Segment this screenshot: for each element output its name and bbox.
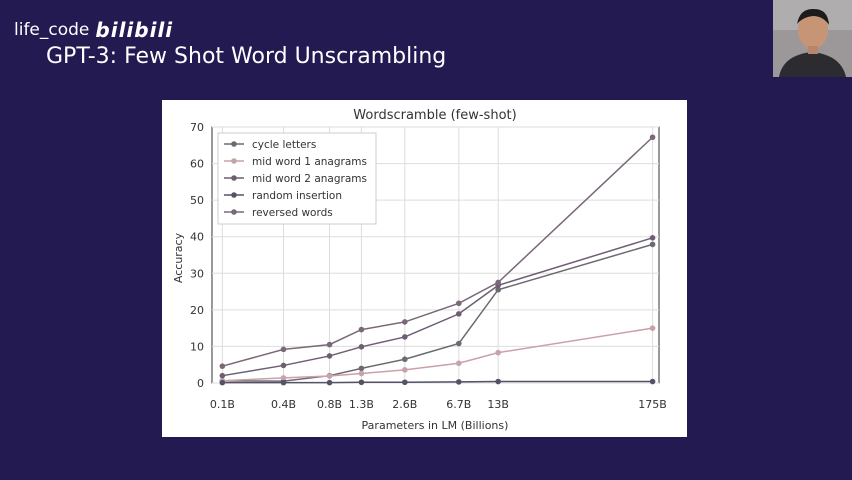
y-tick-label: 30: [190, 267, 204, 280]
chart-title: Wordscramble (few-shot): [353, 108, 516, 123]
series-line: [222, 327, 653, 382]
data-point: [456, 311, 462, 317]
y-tick-label: 0: [197, 377, 204, 390]
data-point: [280, 379, 287, 386]
data-point: [649, 378, 656, 385]
data-point: [219, 379, 226, 386]
legend-label: mid word 2 anagrams: [252, 173, 367, 185]
series-line: [222, 237, 653, 377]
data-point: [456, 340, 462, 347]
data-point: [219, 372, 226, 379]
wordscramble-chart: 0 10 20 30 40 50 60 70 0.1B 0.4B 0.8B 1.3B 2.6B 6.7B…: [172, 108, 667, 432]
y-tick-labels: 0 10 20 30 40 50 60 70: [190, 121, 204, 390]
data-point: [402, 319, 408, 325]
data-point: [326, 341, 333, 348]
data-point: [495, 286, 501, 293]
data-point: [495, 279, 501, 286]
watermark: life_code bilibili: [14, 18, 173, 42]
gridlines: [212, 126, 659, 384]
x-tick-label: 0.1B: [210, 398, 235, 411]
data-point: [495, 378, 501, 385]
data-point: [219, 363, 226, 369]
legend-label: mid word 1 anagrams: [252, 156, 367, 168]
legend-box: [217, 132, 377, 225]
legend-label: random insertion: [252, 190, 342, 202]
series-reversed-words: [219, 134, 656, 369]
legend-label: cycle letters: [252, 139, 316, 151]
data-point: [280, 346, 287, 353]
data-point: [358, 365, 365, 372]
data-point: [358, 326, 365, 333]
watermark-user: life_code: [14, 20, 90, 40]
data-point: [326, 379, 333, 386]
data-point: [358, 379, 365, 386]
data-point: [456, 300, 462, 307]
y-tick-label: 50: [190, 194, 204, 207]
data-point: [358, 343, 365, 350]
data-point: [402, 367, 408, 373]
legend: cycle letters mid word 1 anagrams mid word…: [217, 132, 377, 225]
legend-marker: [231, 209, 237, 215]
y-tick-label: 40: [190, 231, 204, 244]
y-tick-label: 10: [190, 340, 204, 353]
series-lines: [219, 134, 656, 386]
data-point: [649, 134, 656, 141]
series-line: [222, 136, 654, 367]
data-point: [280, 362, 287, 369]
presenter-webcam: [773, 0, 852, 77]
x-tick-label: 2.6B: [392, 398, 417, 411]
y-tick-label: 60: [190, 158, 204, 171]
y-tick-label: 70: [190, 121, 204, 134]
series-line: [222, 243, 653, 382]
x-tick-label: 175B: [638, 398, 667, 411]
data-point: [495, 349, 501, 356]
x-tick-label: 13B: [487, 398, 509, 411]
series-random-insertion: [219, 378, 656, 386]
data-point: [326, 353, 333, 359]
data-point: [280, 375, 287, 381]
legend-label: reversed words: [252, 207, 333, 219]
x-tick-labels: 0.1B 0.4B 0.8B 1.3B 2.6B 6.7B 13B 175B: [210, 398, 667, 411]
x-tick-label: 6.7B: [446, 398, 471, 411]
y-tick-label: 20: [190, 304, 204, 317]
x-tick-label: 1.3B: [349, 398, 374, 411]
data-point: [649, 325, 656, 331]
data-point: [402, 379, 408, 386]
data-point: [649, 241, 656, 248]
legend-marker: [231, 158, 237, 164]
bilibili-logo: bilibili: [95, 18, 174, 42]
data-point: [326, 373, 333, 379]
chart-panel: 0 10 20 30 40 50 60 70 0.1B 0.4B 0.8B 1.3B 2.6B 6.7B…: [162, 100, 687, 437]
y-axis-label: Accuracy: [172, 232, 185, 283]
slide-title: GPT-3: Few Shot Word Unscrambling: [46, 44, 447, 69]
data-point: [649, 235, 656, 241]
data-point: [402, 356, 408, 363]
series-line: [222, 380, 653, 384]
data-point: [358, 370, 365, 377]
legend-marker: [231, 192, 237, 198]
legend-marker: [231, 175, 237, 181]
data-point: [402, 334, 408, 340]
legend-marker: [231, 141, 237, 147]
x-tick-label: 0.4B: [271, 398, 296, 411]
presenter-avatar-icon: [773, 0, 852, 77]
data-point: [456, 379, 462, 385]
data-point: [456, 360, 462, 367]
x-axis-label: Parameters in LM (Billions): [362, 419, 509, 432]
x-tick-label: 0.8B: [317, 398, 342, 411]
